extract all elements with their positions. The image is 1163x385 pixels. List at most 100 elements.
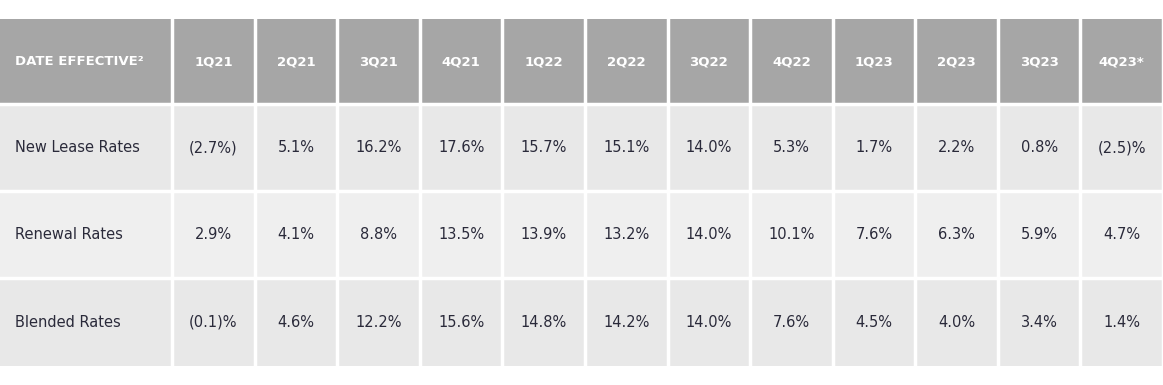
Text: 4Q22: 4Q22 (772, 55, 811, 68)
Text: 1Q21: 1Q21 (194, 55, 233, 68)
Text: 3Q21: 3Q21 (359, 55, 398, 68)
Text: 3Q23: 3Q23 (1020, 55, 1058, 68)
FancyBboxPatch shape (585, 191, 668, 278)
Text: (2.5)%: (2.5)% (1098, 140, 1146, 155)
FancyBboxPatch shape (0, 19, 172, 104)
Text: 3Q22: 3Q22 (690, 55, 728, 68)
FancyBboxPatch shape (337, 19, 420, 104)
FancyBboxPatch shape (998, 191, 1080, 278)
Text: 2Q22: 2Q22 (607, 55, 645, 68)
Text: 4Q23*: 4Q23* (1099, 55, 1144, 68)
Text: 13.2%: 13.2% (604, 228, 649, 242)
Text: 4.6%: 4.6% (278, 315, 314, 330)
Text: Renewal Rates: Renewal Rates (15, 228, 123, 242)
FancyBboxPatch shape (1080, 278, 1163, 366)
FancyBboxPatch shape (585, 19, 668, 104)
Text: 15.7%: 15.7% (521, 140, 566, 155)
Text: 15.6%: 15.6% (438, 315, 484, 330)
Text: 2.9%: 2.9% (195, 228, 231, 242)
Text: 14.0%: 14.0% (686, 228, 732, 242)
Text: New Lease Rates: New Lease Rates (15, 140, 140, 155)
Text: 7.6%: 7.6% (856, 228, 892, 242)
Text: 0.8%: 0.8% (1021, 140, 1057, 155)
Text: 10.1%: 10.1% (769, 228, 814, 242)
FancyBboxPatch shape (750, 191, 833, 278)
FancyBboxPatch shape (585, 278, 668, 366)
Text: 13.9%: 13.9% (521, 228, 566, 242)
Text: 8.8%: 8.8% (361, 228, 397, 242)
Text: 17.6%: 17.6% (438, 140, 484, 155)
FancyBboxPatch shape (172, 104, 255, 191)
FancyBboxPatch shape (420, 191, 502, 278)
FancyBboxPatch shape (337, 104, 420, 191)
Text: 4.0%: 4.0% (939, 315, 975, 330)
FancyBboxPatch shape (915, 19, 998, 104)
FancyBboxPatch shape (833, 191, 915, 278)
FancyBboxPatch shape (668, 104, 750, 191)
Text: 2Q21: 2Q21 (277, 55, 315, 68)
FancyBboxPatch shape (750, 19, 833, 104)
FancyBboxPatch shape (915, 278, 998, 366)
FancyBboxPatch shape (998, 278, 1080, 366)
Text: 1Q22: 1Q22 (525, 55, 563, 68)
FancyBboxPatch shape (0, 191, 172, 278)
Text: 14.8%: 14.8% (521, 315, 566, 330)
Text: 4.7%: 4.7% (1104, 228, 1140, 242)
Text: 16.2%: 16.2% (356, 140, 401, 155)
FancyBboxPatch shape (833, 278, 915, 366)
FancyBboxPatch shape (255, 19, 337, 104)
FancyBboxPatch shape (915, 104, 998, 191)
Text: 14.0%: 14.0% (686, 140, 732, 155)
FancyBboxPatch shape (502, 278, 585, 366)
FancyBboxPatch shape (915, 191, 998, 278)
Text: 1Q23: 1Q23 (855, 55, 893, 68)
Text: 5.3%: 5.3% (773, 140, 809, 155)
FancyBboxPatch shape (668, 278, 750, 366)
FancyBboxPatch shape (337, 278, 420, 366)
FancyBboxPatch shape (668, 19, 750, 104)
FancyBboxPatch shape (1080, 104, 1163, 191)
FancyBboxPatch shape (0, 278, 172, 366)
Text: 4Q21: 4Q21 (442, 55, 480, 68)
FancyBboxPatch shape (668, 191, 750, 278)
Text: 7.6%: 7.6% (773, 315, 809, 330)
FancyBboxPatch shape (998, 19, 1080, 104)
Text: 4.1%: 4.1% (278, 228, 314, 242)
FancyBboxPatch shape (833, 104, 915, 191)
Text: Blended Rates: Blended Rates (15, 315, 121, 330)
Text: DATE EFFECTIVE²: DATE EFFECTIVE² (15, 55, 144, 68)
Text: 5.1%: 5.1% (278, 140, 314, 155)
Text: 3.4%: 3.4% (1021, 315, 1057, 330)
Text: 2Q23: 2Q23 (937, 55, 976, 68)
FancyBboxPatch shape (750, 104, 833, 191)
FancyBboxPatch shape (998, 104, 1080, 191)
FancyBboxPatch shape (585, 104, 668, 191)
FancyBboxPatch shape (502, 104, 585, 191)
FancyBboxPatch shape (172, 19, 255, 104)
Text: 15.1%: 15.1% (604, 140, 649, 155)
Text: 6.3%: 6.3% (939, 228, 975, 242)
Text: 2.2%: 2.2% (937, 140, 976, 155)
FancyBboxPatch shape (255, 104, 337, 191)
FancyBboxPatch shape (502, 19, 585, 104)
FancyBboxPatch shape (255, 191, 337, 278)
Text: 14.0%: 14.0% (686, 315, 732, 330)
Text: 14.2%: 14.2% (604, 315, 649, 330)
Text: 1.7%: 1.7% (856, 140, 892, 155)
Text: 5.9%: 5.9% (1021, 228, 1057, 242)
FancyBboxPatch shape (1080, 19, 1163, 104)
Text: (0.1)%: (0.1)% (190, 315, 237, 330)
Text: 12.2%: 12.2% (356, 315, 401, 330)
Text: (2.7%): (2.7%) (190, 140, 237, 155)
Text: 4.5%: 4.5% (856, 315, 892, 330)
FancyBboxPatch shape (833, 19, 915, 104)
Text: 1.4%: 1.4% (1104, 315, 1140, 330)
FancyBboxPatch shape (502, 191, 585, 278)
FancyBboxPatch shape (420, 19, 502, 104)
FancyBboxPatch shape (420, 104, 502, 191)
Text: 13.5%: 13.5% (438, 228, 484, 242)
FancyBboxPatch shape (420, 278, 502, 366)
FancyBboxPatch shape (337, 191, 420, 278)
FancyBboxPatch shape (172, 278, 255, 366)
FancyBboxPatch shape (750, 278, 833, 366)
